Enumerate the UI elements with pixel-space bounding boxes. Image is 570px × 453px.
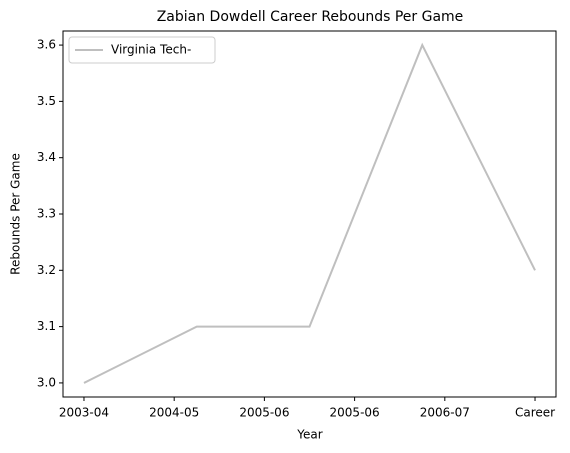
x-tick-label: 2004-05 — [149, 406, 199, 420]
chart-title: Zabian Dowdell Career Rebounds Per Game — [157, 9, 464, 25]
x-tick-label: 2003-04 — [59, 406, 109, 420]
y-axis-label: Rebounds Per Game — [9, 153, 23, 275]
x-tick-label: 2005-06 — [239, 406, 289, 420]
y-tick-label: 3.6 — [37, 38, 56, 52]
legend-label: Virginia Tech- — [111, 43, 191, 57]
y-tick-label: 3.5 — [37, 94, 56, 108]
y-tick-label: 3.0 — [37, 375, 56, 389]
line-series — [83, 42, 536, 384]
y-tick-label: 3.3 — [37, 207, 56, 221]
y-tick-label: 3.1 — [37, 319, 56, 333]
x-axis-label: Year — [296, 428, 322, 442]
y-tick-label: 3.4 — [37, 150, 56, 164]
plot-frame — [62, 30, 557, 398]
x-tick-label: 2005-06 — [330, 406, 380, 420]
legend-box — [68, 36, 216, 64]
x-tick-label: Career — [515, 406, 555, 420]
y-tick-label: 3.2 — [37, 263, 56, 277]
x-tick-label: 2006-07 — [420, 406, 470, 420]
